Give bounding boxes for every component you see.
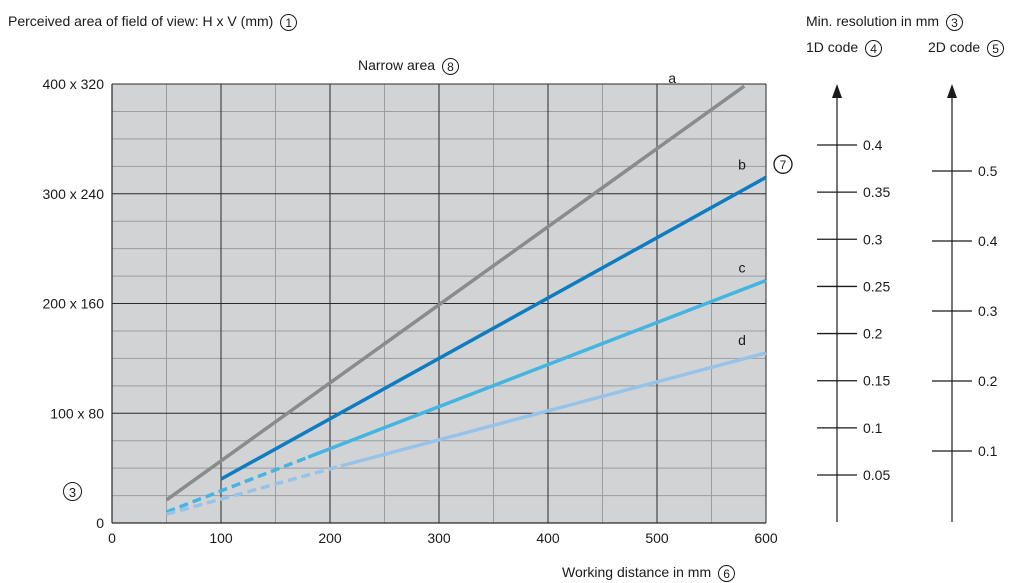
min-resolution-title: Min. resolution in mm 3 [806, 13, 963, 31]
x-tick-label: 600 [754, 530, 778, 546]
scale-tick-label: 0.5 [978, 163, 998, 179]
code2d-title: 2D code 5 [928, 39, 1005, 57]
series-c-line [307, 278, 767, 459]
x-tick-label: 400 [536, 530, 560, 546]
callout-marker-7-text: 7 [780, 158, 787, 172]
code1d-title: 1D code 4 [806, 39, 883, 57]
x-tick-label: 200 [318, 530, 342, 546]
y-tick-labels: 0 100 x 80 200 x 160 300 x 240 400 x 320 [43, 76, 105, 531]
scale-arrow-2d [947, 84, 957, 98]
callout-marker-4: 4 [865, 40, 883, 57]
x-tick-label: 100 [209, 530, 233, 546]
series-c-dashed-line [165, 455, 309, 514]
callout-marker-1: 1 [280, 14, 298, 31]
scale-tick-label: 0.3 [978, 303, 998, 319]
y-tick-label: 100 x 80 [50, 405, 104, 421]
chart-title-text: Narrow area [358, 57, 436, 73]
series-a-line [165, 84, 746, 502]
resolution-scales: 0.4 0.35 0.3 0.25 0.2 0.15 0.1 0.05 0.5 0.4 0.3 0.2… [817, 84, 998, 522]
scale-tick-label: 0.25 [863, 278, 890, 294]
scale-tick-label: 0.15 [863, 373, 890, 389]
callout-marker-5: 5 [987, 40, 1005, 57]
callout-marker-8: 8 [441, 58, 459, 75]
scale-tick-label: 0.4 [863, 137, 883, 153]
callout-marker-3-corner: 3 [63, 482, 82, 501]
series-b-line [220, 175, 767, 481]
scale-tick-label: 0.1 [978, 443, 998, 459]
scale-tick-label: 0.4 [978, 233, 998, 249]
x-tick-labels: 0 100 200 300 400 500 600 [108, 530, 778, 546]
min-resolution-text: Min. resolution in mm [806, 13, 940, 29]
code1d-text: 1D code [806, 39, 859, 55]
callout-marker-3-header: 3 [945, 14, 963, 31]
series-d-dashed-line [166, 464, 342, 516]
scale-tick-label: 0.3 [863, 231, 883, 247]
y-tick-label: 0 [96, 515, 104, 531]
callout-marker-7 [773, 154, 793, 174]
x-axis-title-text: Working distance in mm [562, 564, 712, 580]
series-lines [165, 84, 767, 516]
major-grid [111, 83, 767, 524]
x-tick-label: 0 [108, 530, 116, 546]
scale-tick-label: 0.2 [863, 326, 883, 342]
series-labels: a b c d 7 [668, 70, 793, 348]
series-label-d: d [738, 332, 746, 348]
scale-arrow-1d [832, 84, 842, 98]
corner-marker: 3 [60, 482, 82, 501]
y-tick-label: 200 x 160 [43, 296, 105, 312]
series-label-b: b [738, 156, 746, 172]
code2d-text: 2D code [928, 39, 981, 55]
y-tick-label: 300 x 240 [43, 186, 105, 202]
series-label-a: a [668, 70, 676, 86]
chart-title: Narrow area 8 [358, 57, 459, 75]
scale-tick-label: 0.35 [863, 184, 890, 200]
series-label-c: c [739, 259, 746, 275]
y-axis-title: Perceived area of field of view: H x V (… [8, 13, 298, 31]
y-tick-label: 400 x 320 [43, 76, 105, 92]
scale-tick-label: 0.2 [978, 373, 998, 389]
series-d-line [340, 351, 767, 468]
x-tick-label: 500 [645, 530, 669, 546]
scale-tick-label: 0.1 [863, 420, 883, 436]
y-axis-title-text: Perceived area of field of view: H x V (… [8, 13, 274, 29]
x-tick-label: 300 [427, 530, 451, 546]
scale-tick-label: 0.05 [863, 467, 890, 483]
